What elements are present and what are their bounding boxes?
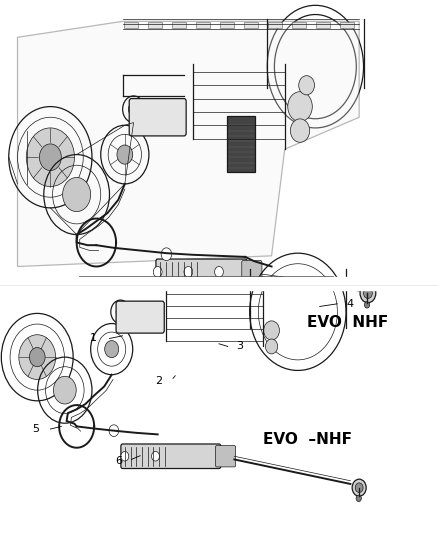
Circle shape <box>184 266 193 277</box>
Bar <box>0 277 438 290</box>
Circle shape <box>364 302 370 308</box>
FancyBboxPatch shape <box>129 99 186 136</box>
FancyBboxPatch shape <box>244 22 258 28</box>
FancyBboxPatch shape <box>196 22 210 28</box>
FancyBboxPatch shape <box>292 22 306 28</box>
Circle shape <box>265 339 278 354</box>
Circle shape <box>264 321 279 340</box>
Circle shape <box>299 76 314 95</box>
FancyBboxPatch shape <box>176 279 190 284</box>
Circle shape <box>121 451 129 461</box>
Circle shape <box>117 145 133 164</box>
Circle shape <box>288 92 312 122</box>
FancyBboxPatch shape <box>200 279 214 284</box>
Text: 4: 4 <box>346 299 353 309</box>
Circle shape <box>355 483 363 492</box>
Circle shape <box>26 128 74 187</box>
Text: 5: 5 <box>32 424 39 434</box>
Text: 3: 3 <box>237 342 244 351</box>
FancyBboxPatch shape <box>224 279 238 284</box>
FancyBboxPatch shape <box>215 446 236 467</box>
FancyBboxPatch shape <box>80 279 94 284</box>
Circle shape <box>290 119 310 142</box>
Text: 1: 1 <box>89 334 96 343</box>
Text: EVO  NHF: EVO NHF <box>307 315 388 330</box>
FancyBboxPatch shape <box>116 301 164 333</box>
Circle shape <box>39 144 61 171</box>
FancyBboxPatch shape <box>340 22 354 28</box>
Circle shape <box>360 284 376 303</box>
Circle shape <box>53 376 76 404</box>
Polygon shape <box>18 21 359 266</box>
FancyBboxPatch shape <box>316 22 330 28</box>
FancyBboxPatch shape <box>128 279 142 284</box>
Circle shape <box>109 425 119 437</box>
FancyBboxPatch shape <box>104 279 118 284</box>
FancyBboxPatch shape <box>268 22 282 28</box>
Text: EVO  –NHF: EVO –NHF <box>263 432 352 447</box>
Circle shape <box>364 288 372 298</box>
FancyBboxPatch shape <box>272 279 286 284</box>
FancyBboxPatch shape <box>156 259 247 285</box>
Text: 2: 2 <box>155 376 162 386</box>
Circle shape <box>29 348 45 367</box>
Circle shape <box>116 306 125 317</box>
FancyBboxPatch shape <box>227 116 255 172</box>
Text: 6: 6 <box>116 456 123 466</box>
Circle shape <box>63 177 91 212</box>
FancyBboxPatch shape <box>152 279 166 284</box>
FancyBboxPatch shape <box>321 279 335 284</box>
Circle shape <box>352 479 366 496</box>
Circle shape <box>153 266 162 277</box>
FancyBboxPatch shape <box>172 22 186 28</box>
FancyBboxPatch shape <box>121 444 221 469</box>
FancyBboxPatch shape <box>220 22 234 28</box>
Circle shape <box>152 451 159 461</box>
FancyBboxPatch shape <box>297 279 311 284</box>
Circle shape <box>215 266 223 277</box>
Circle shape <box>356 495 361 502</box>
Circle shape <box>161 248 172 261</box>
Circle shape <box>105 341 119 358</box>
FancyBboxPatch shape <box>242 261 262 283</box>
Circle shape <box>128 103 139 116</box>
FancyBboxPatch shape <box>124 22 138 28</box>
FancyBboxPatch shape <box>248 279 262 284</box>
Circle shape <box>19 335 56 379</box>
FancyBboxPatch shape <box>148 22 162 28</box>
